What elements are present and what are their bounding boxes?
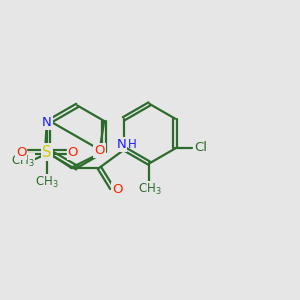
Text: H: H [128, 138, 136, 151]
Text: CH$_3$: CH$_3$ [11, 154, 34, 169]
Text: N: N [117, 138, 127, 151]
Text: O: O [68, 146, 78, 159]
Text: CH$_3$: CH$_3$ [138, 182, 161, 197]
Text: O: O [94, 144, 105, 157]
Text: O: O [16, 146, 26, 159]
Text: CH$_3$: CH$_3$ [35, 175, 59, 190]
Text: S: S [42, 145, 52, 160]
Text: N: N [42, 116, 52, 129]
Text: Cl: Cl [195, 141, 208, 154]
Text: O: O [112, 183, 122, 196]
